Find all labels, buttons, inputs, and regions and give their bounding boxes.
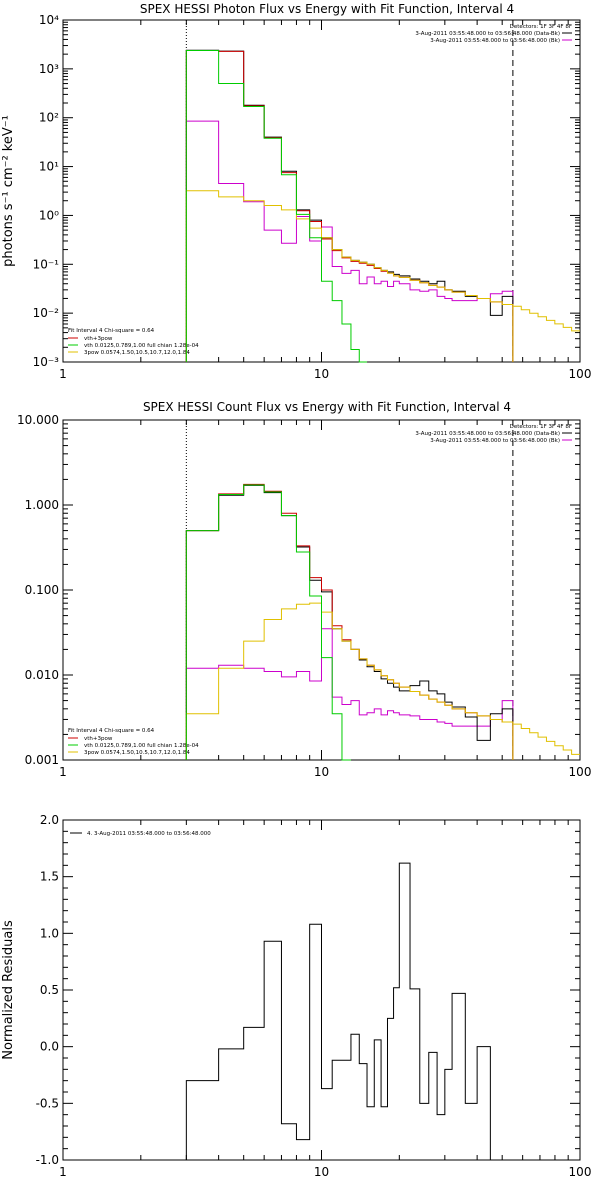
photon-x-tick-label: 10 [314, 367, 329, 381]
photon-chart-title: SPEX HESSI Photon Flux vs Energy with Fi… [140, 2, 514, 16]
photon-header-data-interval: 3-Aug-2011 03:55:48.000 to 03:56:48.000 … [415, 31, 560, 37]
residuals-x-tick-label: 100 [569, 1165, 592, 1179]
residuals-y-tick-label: 0.5 [40, 983, 59, 997]
count-y-tick-label: 0.001 [25, 753, 59, 767]
count-series-data [185, 484, 514, 760]
residuals-panel: Normalized Residuals 4. 3-Aug-2011 03:55… [1, 813, 591, 1179]
residuals-y-tick-label: 1.0 [40, 926, 59, 940]
photon-detector-header: Detectors: 1F 3F 4F 8F 3-Aug-2011 03:55:… [415, 24, 572, 44]
residuals-y-axis-label: Normalized Residuals [1, 920, 16, 1060]
count-series-3pow-extension [512, 723, 580, 755]
photon-series-data [185, 49, 514, 362]
count-x-tick-label: 1 [59, 765, 67, 779]
photon-y-tick-label: 10⁻¹ [33, 257, 60, 271]
residuals-series-residuals [185, 862, 491, 1160]
count-fit-legend: Fit Interval 4 Chi-square = 0.64 vth+3po… [68, 728, 199, 756]
count-y-tick-label: 1.000 [25, 498, 59, 512]
photon-legend-label-powerlaw: 3pow 0.0574,1.50,10.5,10.7,12.0,1.84 [84, 350, 190, 356]
count-header-background-interval: 3-Aug-2011 03:55:48.000 to 03:56:48.000 … [430, 438, 560, 444]
residuals-x-tick-label: 10 [314, 1165, 329, 1179]
photon-y-tick-label: 10¹ [39, 160, 59, 174]
count-x-tick-label: 100 [569, 765, 592, 779]
count-legend-label-total: vth+3pow [84, 736, 113, 742]
count-detector-header: Detectors: 1F 3F 4F 8F 3-Aug-2011 03:55:… [415, 424, 572, 444]
photon-flux-panel: SPEX HESSI Photon Flux vs Energy with Fi… [1, 2, 591, 381]
count-chart-title: SPEX HESSI Count Flux vs Energy with Fit… [143, 400, 511, 414]
photon-header-background-interval: 3-Aug-2011 03:55:48.000 to 03:56:48.000 … [430, 38, 560, 44]
photon-y-tick-label: 10⁰ [39, 208, 59, 222]
count-legend-label-powerlaw: 3pow 0.0574,1.50,10.5,10.7,12.0,1.84 [84, 750, 190, 756]
count-series-background [185, 628, 514, 760]
count-header-data-interval: 3-Aug-2011 03:55:48.000 to 03:56:48.000 … [415, 431, 560, 437]
photon-y-tick-label: 10⁴ [39, 13, 59, 27]
photon-series-vth [185, 49, 368, 363]
photon-legend-label-thermal: vth 0.0125,0.789,1.00 full chian 1.28e-0… [84, 343, 199, 349]
photon-series-vth-3pow [185, 49, 514, 362]
photon-y-axis-label: photons s⁻¹ cm⁻² keV⁻¹ [1, 115, 16, 267]
photon-x-tick-label: 100 [569, 367, 592, 381]
residuals-y-tick-label: 1.5 [40, 870, 59, 884]
photon-y-tick-label: 10⁻² [33, 306, 60, 320]
residuals-y-tick-label: 0.0 [40, 1040, 59, 1054]
residuals-y-tick-label: -1.0 [36, 1153, 59, 1167]
photon-series-3pow [185, 190, 514, 362]
count-legend-title: Fit Interval 4 Chi-square = 0.64 [68, 728, 155, 734]
photon-y-tick-label: 10² [39, 111, 59, 125]
count-series-vth-3pow [185, 483, 514, 760]
residuals-y-tick-label: -0.5 [36, 1096, 59, 1110]
photon-x-tick-label: 1 [59, 367, 67, 381]
residuals-y-tick-label: 2.0 [40, 813, 59, 827]
photon-y-tick-label: 10³ [39, 62, 59, 76]
count-series-3pow [185, 602, 514, 760]
count-y-tick-label: 0.100 [25, 583, 59, 597]
count-flux-panel: SPEX HESSI Count Flux vs Energy with Fit… [17, 400, 591, 779]
residuals-legend-label: 4. 3-Aug-2011 03:55:48.000 to 03:56:48.0… [87, 831, 211, 837]
photon-fit-legend: Fit Interval 4 Chi-square = 0.64 vth+3po… [68, 328, 199, 356]
photon-header-detectors: Detectors: 1F 3F 4F 8F [510, 24, 572, 30]
count-x-tick-label: 10 [314, 765, 329, 779]
count-legend-label-thermal: vth 0.0125,0.789,1.00 full chian 1.28e-0… [84, 743, 199, 749]
photon-series-3pow-extension [512, 305, 580, 332]
count-series-vth [185, 484, 351, 761]
count-header-detectors: Detectors: 1F 3F 4F 8F [510, 424, 572, 430]
photon-y-tick-label: 10⁻³ [33, 355, 60, 369]
photon-series-background [185, 120, 514, 362]
count-y-tick-label: 10.000 [17, 413, 59, 427]
count-y-tick-label: 0.010 [25, 668, 59, 682]
photon-legend-label-total: vth+3pow [84, 336, 113, 342]
residuals-legend: 4. 3-Aug-2011 03:55:48.000 to 03:56:48.0… [70, 831, 211, 837]
photon-legend-title: Fit Interval 4 Chi-square = 0.64 [68, 328, 155, 334]
residuals-x-tick-label: 1 [59, 1165, 67, 1179]
